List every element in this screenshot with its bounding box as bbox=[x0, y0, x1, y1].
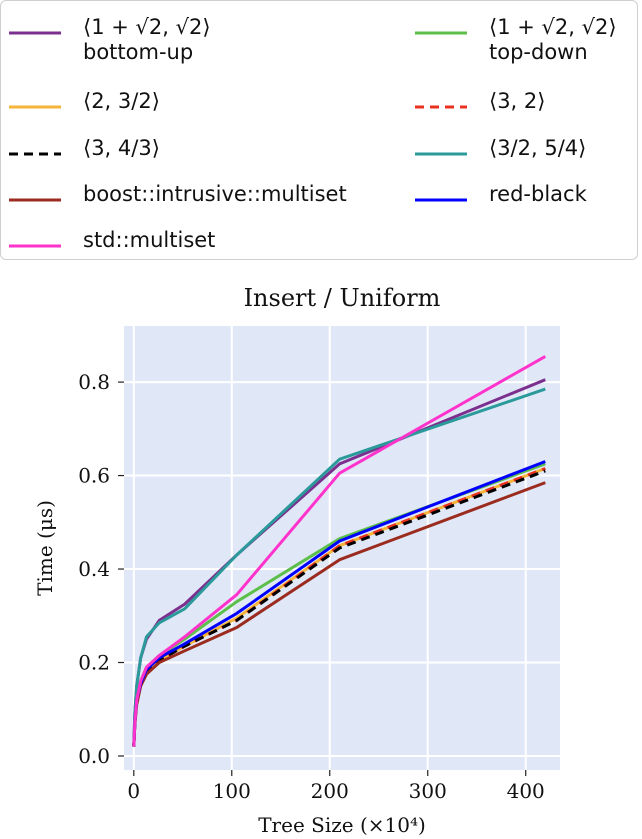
x-tick-label: 400 bbox=[507, 779, 545, 803]
x-tick-label: 100 bbox=[213, 779, 251, 803]
legend-label: ⟨3, 4/3⟩ bbox=[83, 136, 160, 160]
legend-label: ⟨1 + √2, √2⟩ bottom-up bbox=[83, 15, 211, 64]
legend-label: ⟨3, 2⟩ bbox=[489, 89, 546, 113]
series-lines bbox=[132, 355, 547, 747]
legend-label: std::multiset bbox=[83, 228, 216, 252]
plot-area bbox=[124, 326, 560, 770]
y-tick-label: 0.8 bbox=[78, 370, 110, 394]
legend-label: boost::intrusive::multiset bbox=[83, 182, 347, 206]
x-axis-ticks: 0 100 200 300 400 bbox=[127, 770, 545, 803]
x-axis-label: Tree Size (×10⁴) bbox=[258, 813, 426, 837]
legend-label: ⟨1 + √2, √2⟩ top-down bbox=[489, 15, 617, 64]
y-tick-label: 0.0 bbox=[78, 744, 110, 768]
x-tick-label: 300 bbox=[409, 779, 447, 803]
y-tick-label: 0.2 bbox=[78, 651, 110, 675]
legend-label: red-black bbox=[489, 182, 587, 206]
x-tick-label: 200 bbox=[311, 779, 349, 803]
series-line bbox=[132, 355, 547, 747]
legend-label: ⟨2, 3/2⟩ bbox=[83, 89, 160, 113]
x-tick-label: 0 bbox=[127, 779, 140, 803]
chart-title: Insert / Uniform bbox=[243, 284, 441, 312]
legend: ⟨1 + √2, √2⟩ bottom-up ⟨1 + √2, √2⟩ top-do… bbox=[0, 0, 638, 260]
y-axis-label: Time (μs) bbox=[33, 500, 57, 596]
y-axis-ticks: 0.0 0.2 0.4 0.6 0.8 bbox=[78, 370, 124, 768]
y-tick-label: 0.6 bbox=[78, 464, 110, 488]
legend-label: ⟨3/2, 5/4⟩ bbox=[489, 136, 587, 160]
y-tick-label: 0.4 bbox=[78, 557, 110, 581]
